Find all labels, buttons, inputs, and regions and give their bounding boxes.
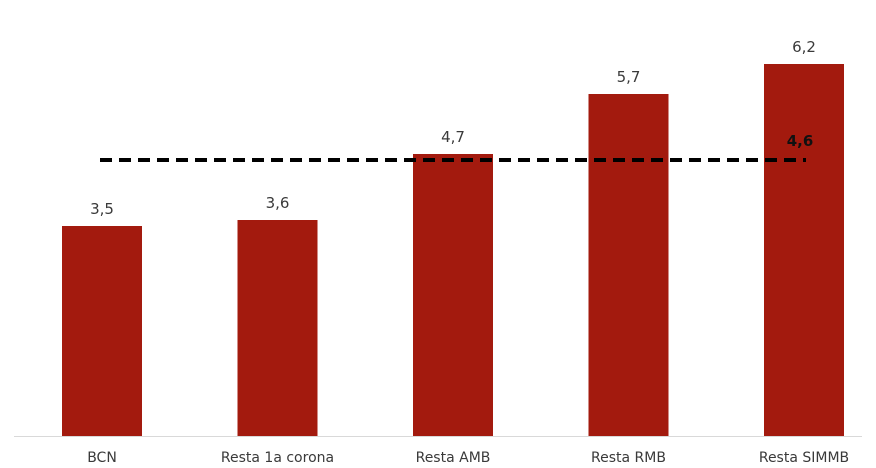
bar-1 xyxy=(237,220,318,436)
reference-line-layer: 4,6 xyxy=(100,132,814,162)
bar-0 xyxy=(62,226,142,436)
bars-layer xyxy=(62,64,844,436)
data-label-4: 6,2 xyxy=(792,38,816,56)
data-label-2: 4,7 xyxy=(441,128,465,146)
data-label-3: 5,7 xyxy=(617,68,641,86)
category-label-2: Resta AMB xyxy=(416,450,491,466)
category-label-1: Resta 1a corona xyxy=(221,450,334,466)
bar-3 xyxy=(588,94,669,436)
bar-2 xyxy=(413,154,493,436)
category-label-4: Resta SIMMB xyxy=(759,450,849,466)
category-label-0: BCN xyxy=(87,450,117,466)
data-label-0: 3,5 xyxy=(90,200,114,218)
reference-line-label: 4,6 xyxy=(787,132,814,150)
category-label-3: Resta RMB xyxy=(591,450,666,466)
data-label-1: 3,6 xyxy=(266,194,290,212)
labels-layer: 3,5 BCN 3,6 Resta 1a corona 4,7 Resta AMB 5,7 R… xyxy=(87,38,849,466)
bar-4 xyxy=(764,64,844,436)
